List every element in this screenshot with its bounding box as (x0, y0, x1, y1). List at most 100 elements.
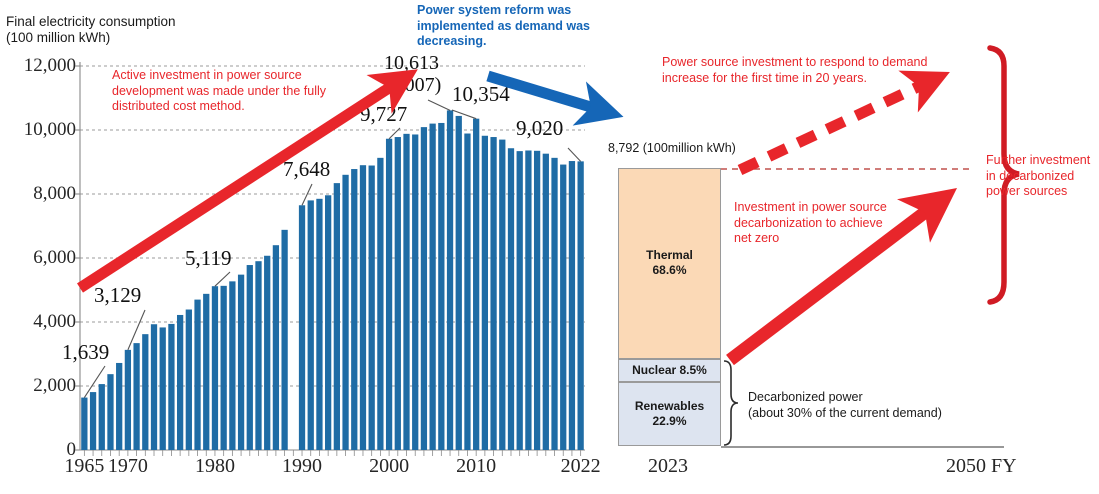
bar-2003[interactable] (412, 134, 419, 451)
x-tick-2000: 2000 (369, 455, 410, 477)
bar-1975[interactable] (168, 323, 175, 450)
bar-1982[interactable] (229, 281, 236, 450)
stacked-bar-2023: Thermal 68.6% Nuclear 8.5% Renewables 22.9% (618, 168, 721, 446)
bar-2009[interactable] (464, 133, 471, 450)
segment-label-thermal: Thermal (646, 248, 693, 263)
x-tick-2010: 2010 (456, 455, 497, 477)
bar-2002[interactable] (403, 133, 410, 450)
bar-1967[interactable] (98, 384, 105, 450)
y-tick-2000: 2,000 (33, 375, 76, 396)
y-tick-8000: 8,000 (33, 183, 76, 204)
y-tick-0: 0 (66, 439, 77, 460)
bar-2006[interactable] (438, 122, 445, 451)
bar-2018[interactable] (542, 153, 549, 450)
bar-1987[interactable] (272, 245, 280, 450)
bar-2022[interactable] (577, 161, 584, 451)
chart-axis-title: Final electricity consumption (100 milli… (6, 14, 236, 46)
bar-1973[interactable] (150, 324, 158, 450)
bar-1983[interactable] (237, 274, 245, 450)
bar-1984[interactable] (246, 265, 253, 450)
bar-1985[interactable] (255, 261, 262, 450)
annotation-further-investment-red: Further investment in decarbonized power… (986, 153, 1090, 200)
red-dashed-demand-arrow (737, 70, 950, 175)
leader-line-2000 (388, 127, 401, 140)
bar-1972[interactable] (142, 334, 149, 450)
electricity-consumption-bar-chart: Final electricity consumption (100 milli… (6, 3, 624, 477)
bar-2012[interactable] (490, 137, 497, 451)
bar-2013[interactable] (499, 139, 506, 450)
annotation-line: Active investment in power source (112, 68, 302, 82)
bar-2007[interactable] (446, 110, 454, 450)
bar-1997[interactable] (359, 165, 367, 450)
bar-2010[interactable] (473, 118, 480, 450)
guides-layer-right (721, 45, 1020, 448)
bar-1981[interactable] (220, 285, 227, 450)
bar-1999[interactable] (377, 157, 384, 450)
bar-2001[interactable] (394, 137, 401, 451)
annotation-line: increase for the first time in 20 years. (662, 70, 867, 85)
leader-line-1970 (127, 309, 146, 351)
arrow-layer-left (77, 69, 624, 293)
bar-2004[interactable] (420, 127, 428, 451)
bar-1994[interactable] (333, 183, 340, 450)
bar-2000[interactable] (385, 138, 393, 450)
annotation-net-zero-red: Investment in power source decarbonizati… (734, 200, 887, 247)
x-tick-1980: 1980 (194, 455, 235, 477)
bar-1978[interactable] (194, 299, 201, 450)
bar-1988[interactable] (281, 229, 288, 450)
red-growth-arrow (77, 69, 418, 293)
bar-2021[interactable] (568, 161, 576, 451)
bar-2011[interactable] (481, 135, 489, 450)
bar-1976[interactable] (176, 314, 184, 450)
blue-decline-arrow (486, 70, 624, 126)
annotation-power-reform-blue: Power system reform was implemented as d… (417, 3, 590, 50)
annotation-line: Further investment (986, 153, 1091, 167)
bar-1968[interactable] (107, 374, 114, 450)
bar-1974[interactable] (159, 327, 166, 450)
bar-2014[interactable] (507, 148, 515, 451)
data-label-1965: 1,639 (62, 340, 110, 364)
bar-2005[interactable] (429, 123, 436, 450)
bar-2016[interactable] (525, 150, 532, 451)
annotation-line: net zero (734, 231, 780, 245)
bar-1971[interactable] (133, 343, 140, 450)
bar-2008[interactable] (455, 115, 462, 451)
x-tick-1990: 1990 (282, 455, 323, 477)
stack-segment-renewables[interactable]: Renewables 22.9% (618, 382, 721, 446)
arrow-layer-right (726, 70, 958, 366)
bar-1979[interactable] (203, 293, 210, 450)
annotation-line: Decarbonized power (748, 390, 863, 404)
y-tick-12000: 12,000 (23, 55, 76, 76)
bar-1998[interactable] (368, 165, 375, 450)
bar-1996[interactable] (351, 169, 358, 451)
bar-1966[interactable] (89, 392, 97, 450)
bar-2019[interactable] (551, 157, 558, 450)
bar-1993[interactable] (325, 195, 332, 450)
further-investment-bracket (987, 45, 1020, 305)
data-label-2010: 10,354 (452, 82, 510, 106)
leader-line-2022 (567, 147, 582, 162)
segment-label-renewables: Renewables (634, 399, 705, 414)
bar-2015[interactable] (516, 151, 523, 450)
bar-1986[interactable] (264, 255, 271, 450)
data-label-1970: 3,129 (94, 283, 142, 307)
bar-1977[interactable] (185, 309, 192, 450)
bar-1965[interactable] (81, 397, 88, 450)
leader-line-1980 (214, 271, 231, 287)
stack-segment-nuclear[interactable]: Nuclear 8.5% (618, 358, 721, 383)
bar-1970[interactable] (124, 349, 132, 450)
bar-1992[interactable] (316, 198, 323, 450)
annotation-line: distributed cost method. (112, 99, 245, 113)
data-label-1980: 5,119 (185, 246, 232, 270)
annotation-line: in decarbonized (986, 168, 1075, 183)
stack-segment-thermal[interactable]: Thermal 68.6% (618, 168, 721, 359)
bar-1990[interactable] (298, 205, 306, 450)
bar-2017[interactable] (533, 150, 541, 451)
bar-1995[interactable] (342, 174, 349, 451)
x-label-2050: 2050 FY (946, 455, 1017, 477)
bar-1991[interactable] (307, 200, 314, 450)
bar-1969[interactable] (116, 362, 123, 450)
bar-2020[interactable] (560, 164, 567, 450)
bar-1980[interactable] (211, 286, 219, 450)
x-tick-1970: 1970 (107, 455, 148, 477)
